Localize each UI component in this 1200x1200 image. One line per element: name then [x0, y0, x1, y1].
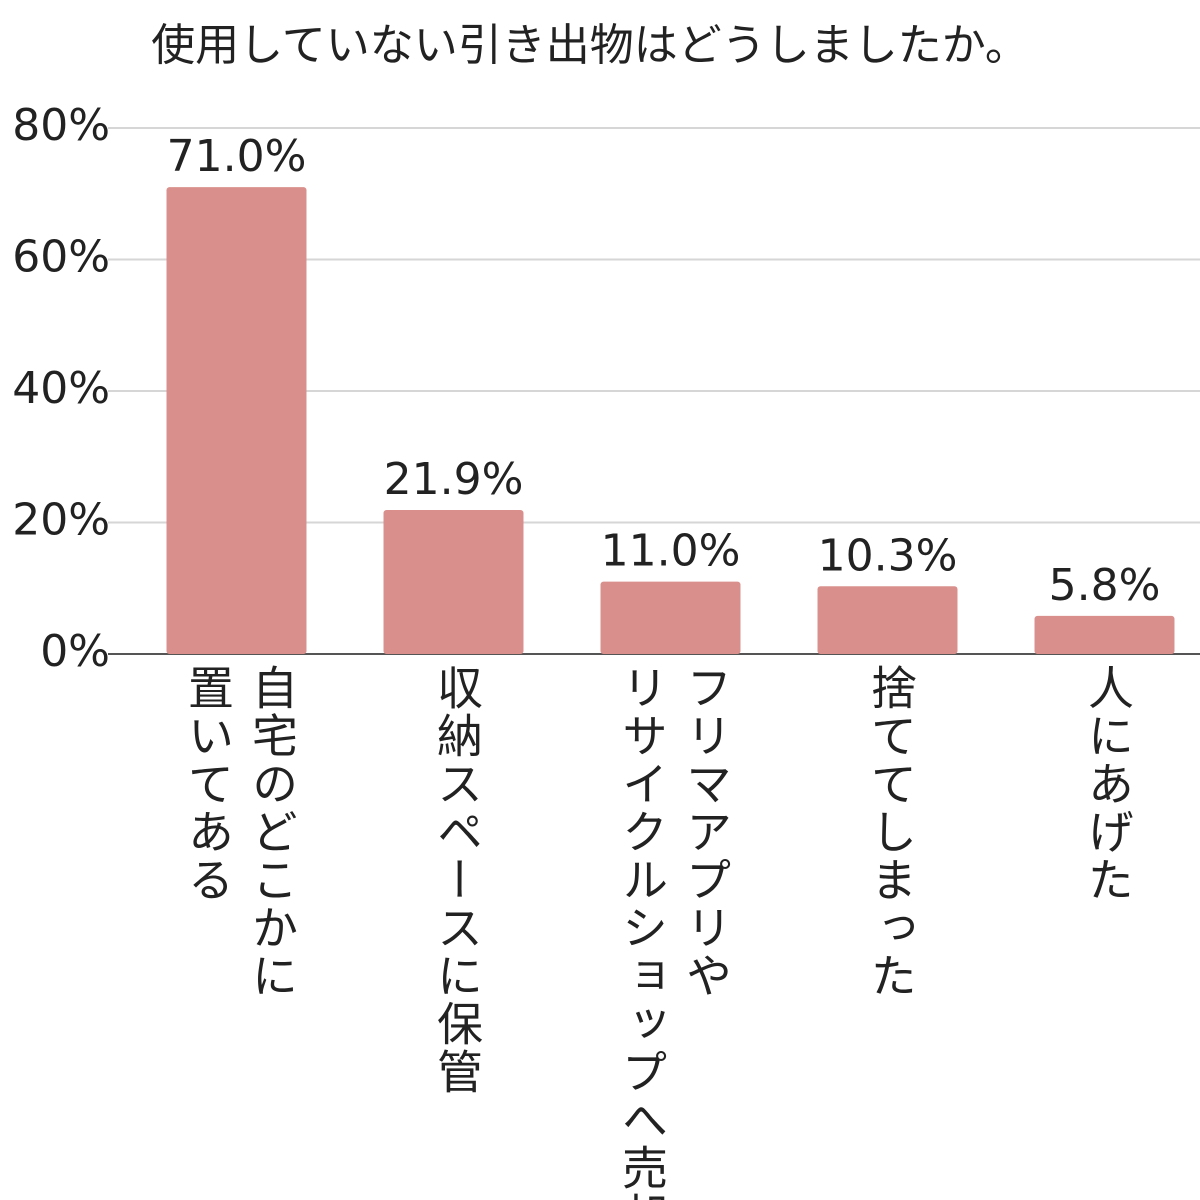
y-tick-label: 0%: [40, 626, 110, 677]
value-label: 11.0%: [601, 526, 741, 577]
value-label: 10.3%: [818, 530, 958, 581]
bar: [1034, 615, 1175, 654]
value-label: 71.0%: [167, 131, 307, 182]
y-tick-label: 20%: [12, 495, 110, 546]
y-tick-label: 40%: [12, 363, 110, 414]
y-tick-label: 80%: [12, 100, 110, 151]
x-tick-label: 自宅のどこかに: [245, 664, 299, 1000]
x-tick-label: 置いてある: [181, 664, 235, 904]
x-tick-label: 捨ててしまった: [864, 664, 918, 1000]
value-label: 21.9%: [384, 454, 524, 505]
value-label: 5.8%: [1049, 560, 1161, 611]
x-tick-label: 人にあげた: [1081, 664, 1135, 904]
x-tick-label: 収納スペースに保管: [430, 664, 484, 1096]
bar: [383, 510, 524, 654]
y-tick-label: 60%: [12, 232, 110, 283]
bar: [166, 187, 307, 655]
bar: [600, 581, 741, 654]
bar: [817, 586, 958, 654]
x-tick-label: リサイクルショップへ売却: [615, 664, 669, 1200]
x-tick-label: フリマアプリや: [679, 664, 733, 1000]
chart-title: 使用していない引き出物はどうしましたか。: [151, 20, 1029, 71]
